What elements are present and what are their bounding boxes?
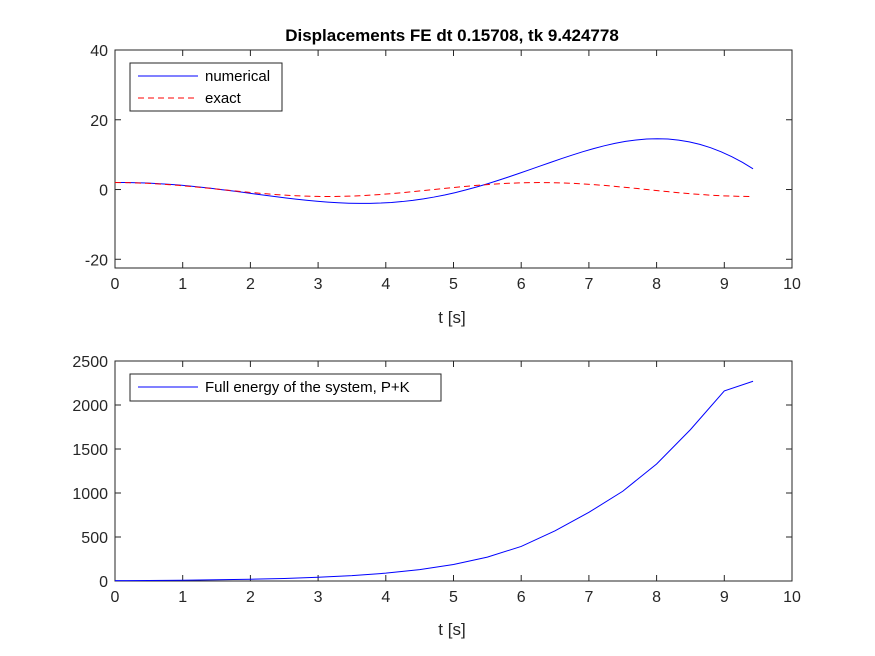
x-tick-label: 3	[314, 589, 323, 606]
x-tick-label: 3	[314, 276, 323, 293]
x-tick-label: 1	[178, 589, 187, 606]
x-tick-label: 0	[111, 589, 120, 606]
x-tick-label: 8	[652, 589, 661, 606]
energy-x-axis-label: t [s]	[438, 620, 465, 639]
displacement-x-axis-label: t [s]	[438, 308, 465, 327]
displacement-legend: numerical exact	[129, 62, 283, 112]
energy-lines	[114, 380, 754, 582]
x-tick-label: 7	[584, 276, 593, 293]
x-tick-label: 6	[517, 276, 526, 293]
y-tick-label: -20	[85, 252, 108, 269]
y-tick-label: 2500	[72, 354, 108, 371]
x-tick-label: 6	[517, 589, 526, 606]
y-tick-label: 0	[99, 183, 108, 200]
x-tick-label: 2	[246, 589, 255, 606]
legend-label-energy: Full energy of the system, P+K	[205, 379, 410, 396]
displacement-axes: Displacements FE dt 0.15708, tk 9.424778…	[85, 26, 801, 327]
energy-ticks: 0 1 2 3 4 5 6 7 8 9 10 0 500 1000 1500 2000 2500	[72, 354, 801, 606]
legend-label-numerical: numerical	[205, 68, 270, 85]
x-tick-label: 1	[178, 276, 187, 293]
x-tick-label: 8	[652, 276, 661, 293]
y-tick-label: 40	[90, 43, 108, 60]
x-tick-label: 5	[449, 276, 458, 293]
series-line-full-energy-of-the-system-p-k	[114, 380, 754, 582]
legend-label-exact: exact	[205, 90, 242, 107]
energy-axes: 0 1 2 3 4 5 6 7 8 9 10 0 500 1000 1500 2000 2500 t [s] F…	[72, 354, 801, 639]
series-line-numerical	[115, 138, 754, 204]
x-tick-label: 2	[246, 276, 255, 293]
x-tick-label: 9	[720, 276, 729, 293]
displacement-chart-title: Displacements FE dt 0.15708, tk 9.424778	[285, 26, 619, 45]
x-tick-label: 4	[381, 276, 390, 293]
y-tick-label: 500	[81, 530, 108, 547]
x-tick-label: 7	[584, 589, 593, 606]
x-tick-label: 10	[783, 276, 801, 293]
y-tick-label: 1000	[72, 486, 108, 503]
displacement-legend-box	[129, 62, 283, 112]
x-tick-label: 4	[381, 589, 390, 606]
x-tick-label: 5	[449, 589, 458, 606]
y-tick-label: 1500	[72, 442, 108, 459]
y-tick-label: 20	[90, 113, 108, 130]
x-tick-label: 0	[111, 276, 120, 293]
x-tick-label: 9	[720, 589, 729, 606]
series-line-exact	[114, 182, 754, 198]
x-tick-label: 10	[783, 589, 801, 606]
energy-legend: Full energy of the system, P+K	[129, 373, 442, 402]
displacement-lines	[114, 138, 754, 204]
y-tick-label: 0	[99, 574, 108, 591]
y-tick-label: 2000	[72, 398, 108, 415]
